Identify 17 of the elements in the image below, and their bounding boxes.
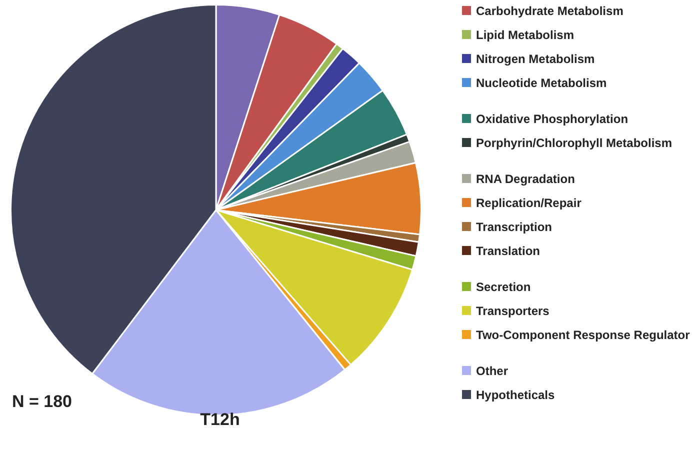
- legend-label: Two-Component Response Regulator: [476, 328, 690, 342]
- legend-label: Lipid Metabolism: [476, 28, 574, 42]
- legend-label: RNA Degradation: [476, 172, 575, 186]
- text: N = 180: [12, 392, 72, 412]
- legend-label: Carbohydrate Metabolism: [476, 4, 624, 18]
- legend-label: Secretion: [476, 280, 531, 294]
- legend-label: Other: [476, 364, 508, 378]
- legend-label: Hypotheticals: [476, 388, 555, 402]
- legend-label: Oxidative Phosphorylation: [476, 112, 628, 126]
- text: T12h: [199, 410, 241, 430]
- legend-label: Transporters: [476, 304, 550, 318]
- legend-label: Translation: [476, 244, 540, 258]
- legend-label: Porphyrin/Chlorophyll Metabolism: [476, 136, 672, 150]
- legend-label: Replication/Repair: [476, 196, 582, 210]
- legend-label: Transcription: [476, 220, 552, 234]
- legend-label: Nucleotide Metabolism: [476, 76, 607, 90]
- legend-label: Nitrogen Metabolism: [476, 52, 595, 66]
